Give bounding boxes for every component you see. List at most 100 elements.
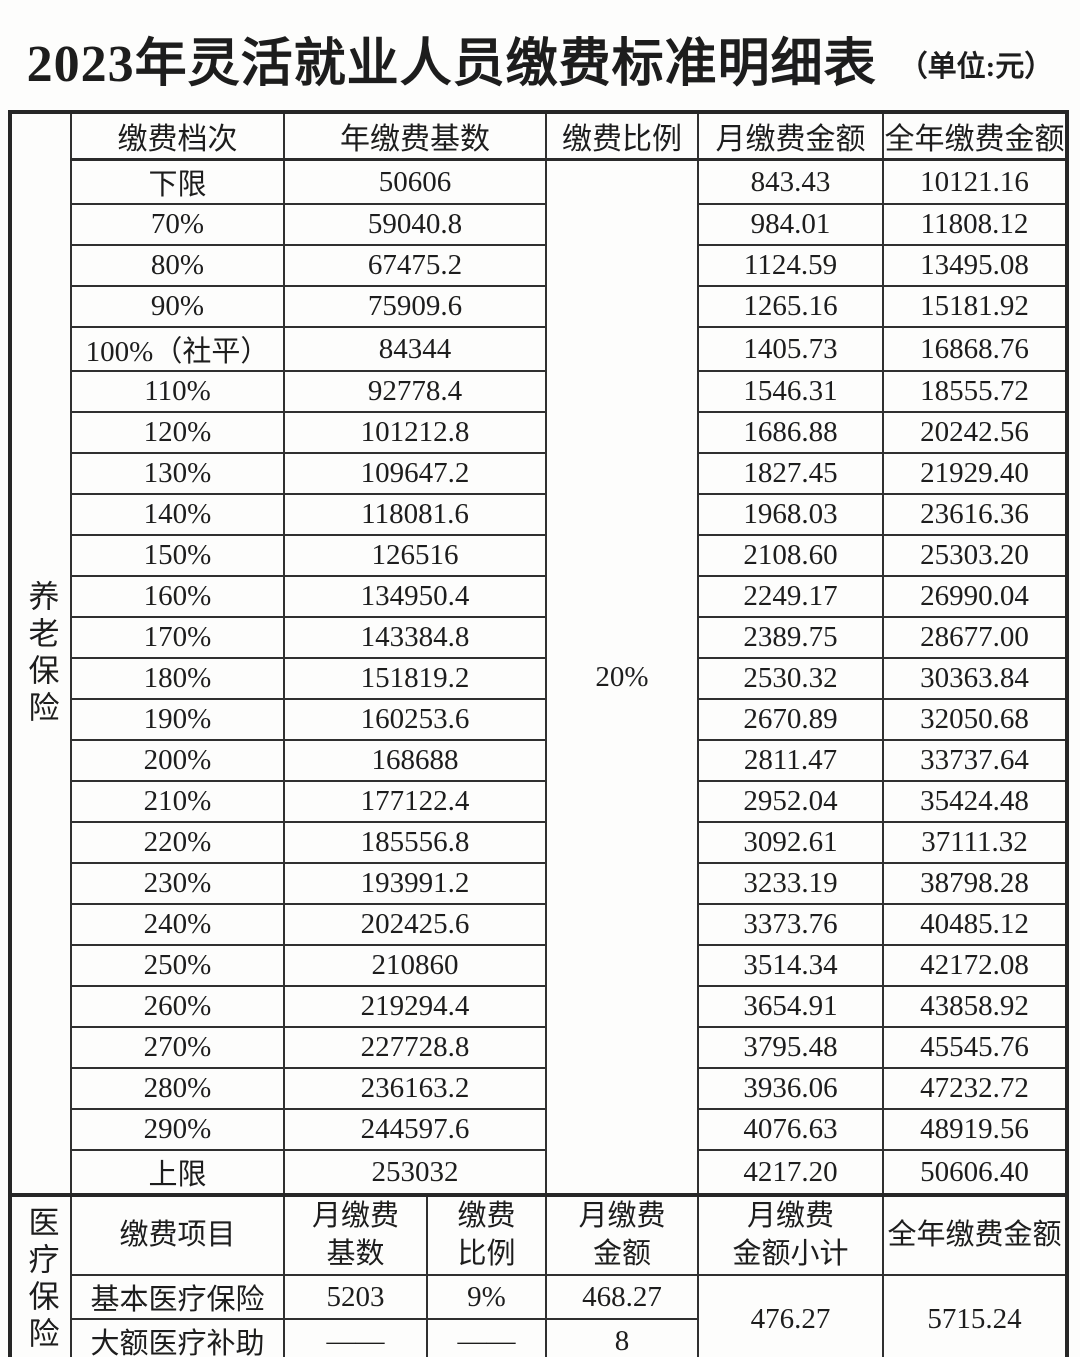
base-cell: 143384.8 bbox=[283, 616, 547, 659]
monthly-cell: 2952.04 bbox=[697, 780, 884, 823]
table-row: 220% 185556.8 3092.61 37111.32 bbox=[10, 821, 1068, 864]
annual-cell: 11808.12 bbox=[882, 203, 1068, 246]
monthly-cell: 2670.89 bbox=[697, 698, 884, 741]
base-cell: 177122.4 bbox=[283, 780, 547, 823]
base-cell: —— bbox=[283, 1318, 428, 1357]
table-row: 180% 151819.2 2530.32 30363.84 bbox=[10, 657, 1068, 700]
tier-cell: 100%（社平） bbox=[70, 326, 285, 372]
table-row: 100%（社平） 84344 1405.73 16868.76 bbox=[10, 326, 1068, 372]
tier-cell: 210% bbox=[70, 780, 285, 823]
col-header-med-yearly: 全年缴费金额 bbox=[882, 1193, 1068, 1276]
col-header-item: 缴费项目 bbox=[70, 1193, 285, 1276]
table-row: 150% 126516 2108.60 25303.20 bbox=[10, 534, 1068, 577]
table-row: 290% 244597.6 4076.63 48919.56 bbox=[10, 1108, 1068, 1151]
annual-cell: 38798.28 bbox=[882, 862, 1068, 905]
tier-cell: 230% bbox=[70, 862, 285, 905]
col-header-monthly-base: 月缴费 基数 bbox=[283, 1193, 428, 1276]
table-row: 200% 168688 2811.47 33737.64 bbox=[10, 739, 1068, 782]
annual-cell: 25303.20 bbox=[882, 534, 1068, 577]
monthly-cell: 1124.59 bbox=[697, 244, 884, 287]
tier-cell: 110% bbox=[70, 370, 285, 413]
col-header-med-monthly: 月缴费 金额 bbox=[545, 1193, 699, 1276]
tier-cell: 250% bbox=[70, 944, 285, 987]
col-header-ratio: 缴费比例 bbox=[545, 111, 699, 161]
monthly-cell: 4076.63 bbox=[697, 1108, 884, 1151]
monthly-cell: 1265.16 bbox=[697, 285, 884, 328]
fee-table: 养老保险 缴费档次 年缴费基数 缴费比例 月缴费金额 全年缴费金额 下限 506… bbox=[8, 110, 1069, 1357]
medical-section-label: 医疗保险 bbox=[9, 1193, 72, 1357]
tier-cell: 140% bbox=[70, 493, 285, 536]
annual-cell: 30363.84 bbox=[882, 657, 1068, 700]
base-cell: 67475.2 bbox=[283, 244, 547, 287]
monthly-cell: 1405.73 bbox=[697, 326, 884, 372]
tier-cell: 220% bbox=[70, 821, 285, 864]
col-header-med-ratio: 缴费 比例 bbox=[426, 1193, 547, 1276]
monthly-cell: 4217.20 bbox=[697, 1149, 884, 1196]
base-cell: 210860 bbox=[283, 944, 547, 987]
annual-cell: 15181.92 bbox=[882, 285, 1068, 328]
annual-cell: 20242.56 bbox=[882, 411, 1068, 454]
table-row: 下限 50606 20% 843.43 10121.16 bbox=[10, 158, 1068, 1196]
table-row: 260% 219294.4 3654.91 43858.92 bbox=[10, 985, 1068, 1028]
table-row: 190% 160253.6 2670.89 32050.68 bbox=[10, 698, 1068, 741]
base-cell: 101212.8 bbox=[283, 411, 547, 454]
tier-cell: 190% bbox=[70, 698, 285, 741]
base-cell: 219294.4 bbox=[283, 985, 547, 1028]
tier-cell: 上限 bbox=[70, 1149, 285, 1196]
base-cell: 84344 bbox=[283, 326, 547, 372]
monthly-cell: 3373.76 bbox=[697, 903, 884, 946]
table-row: 上限 253032 4217.20 50606.40 bbox=[10, 1149, 1068, 1196]
table-row: 170% 143384.8 2389.75 28677.00 bbox=[10, 616, 1068, 659]
annual-cell: 32050.68 bbox=[882, 698, 1068, 741]
col-header-tier: 缴费档次 bbox=[70, 111, 285, 161]
monthly-cell: 3514.34 bbox=[697, 944, 884, 987]
pension-section: 养老保险 缴费档次 年缴费基数 缴费比例 月缴费金额 全年缴费金额 下限 506… bbox=[9, 111, 1068, 1196]
tier-cell: 170% bbox=[70, 616, 285, 659]
table-row: 230% 193991.2 3233.19 38798.28 bbox=[10, 862, 1068, 905]
monthly-cell: 3092.61 bbox=[697, 821, 884, 864]
base-cell: 236163.2 bbox=[283, 1067, 547, 1110]
monthly-cell: 2530.32 bbox=[697, 657, 884, 700]
page-title: 2023年灵活就业人员缴费标准明细表 （单位:元） bbox=[0, 0, 1080, 110]
table-row: 250% 210860 3514.34 42172.08 bbox=[10, 944, 1068, 987]
col-header-annual-base: 年缴费基数 bbox=[283, 111, 547, 161]
annual-cell: 21929.40 bbox=[882, 452, 1068, 495]
base-cell: 168688 bbox=[283, 739, 547, 782]
base-cell: 227728.8 bbox=[283, 1026, 547, 1069]
tier-cell: 80% bbox=[70, 244, 285, 287]
annual-cell: 48919.56 bbox=[882, 1108, 1068, 1151]
monthly-cell: 2389.75 bbox=[697, 616, 884, 659]
tier-cell: 160% bbox=[70, 575, 285, 618]
base-cell: 50606 bbox=[283, 158, 547, 205]
base-cell: 75909.6 bbox=[283, 285, 547, 328]
annual-cell: 33737.64 bbox=[882, 739, 1068, 782]
annual-cell: 23616.36 bbox=[882, 493, 1068, 536]
annual-cell: 37111.32 bbox=[882, 821, 1068, 864]
monthly-cell: 8 bbox=[545, 1318, 699, 1357]
annual-cell: 26990.04 bbox=[882, 575, 1068, 618]
ratio-cell: 9% bbox=[426, 1274, 547, 1320]
pension-section-label: 养老保险 bbox=[9, 111, 72, 1196]
subtotal-cell: 476.27 bbox=[697, 1274, 884, 1357]
annual-cell: 35424.48 bbox=[882, 780, 1068, 823]
base-cell: 202425.6 bbox=[283, 903, 547, 946]
annual-cell: 28677.00 bbox=[882, 616, 1068, 659]
monthly-cell: 3654.91 bbox=[697, 985, 884, 1028]
title-text: 2023年灵活就业人员缴费标准明细表 bbox=[26, 35, 877, 93]
col-header-yearly: 全年缴费金额 bbox=[882, 111, 1068, 161]
table-row: 130% 109647.2 1827.45 21929.40 bbox=[10, 452, 1068, 495]
monthly-cell: 2811.47 bbox=[697, 739, 884, 782]
pension-header-row: 养老保险 缴费档次 年缴费基数 缴费比例 月缴费金额 全年缴费金额 bbox=[9, 111, 1068, 1196]
base-cell: 244597.6 bbox=[283, 1108, 547, 1151]
base-cell: 5203 bbox=[283, 1274, 428, 1320]
base-cell: 193991.2 bbox=[283, 862, 547, 905]
table-row: 210% 177122.4 2952.04 35424.48 bbox=[10, 780, 1068, 823]
table-row: 80% 67475.2 1124.59 13495.08 bbox=[10, 244, 1068, 287]
annual-cell: 43858.92 bbox=[882, 985, 1068, 1028]
annual-cell: 40485.12 bbox=[882, 903, 1068, 946]
base-cell: 92778.4 bbox=[283, 370, 547, 413]
tier-cell: 260% bbox=[70, 985, 285, 1028]
monthly-cell: 3233.19 bbox=[697, 862, 884, 905]
annual-cell: 18555.72 bbox=[882, 370, 1068, 413]
tier-cell: 180% bbox=[70, 657, 285, 700]
